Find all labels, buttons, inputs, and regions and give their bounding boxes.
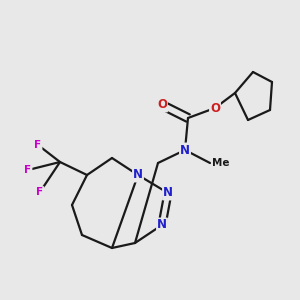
Text: O: O (157, 98, 167, 112)
Text: F: F (34, 140, 42, 150)
Text: F: F (24, 165, 32, 175)
Text: N: N (133, 169, 143, 182)
Text: O: O (210, 101, 220, 115)
Text: N: N (163, 187, 173, 200)
Text: N: N (157, 218, 167, 232)
Text: N: N (180, 143, 190, 157)
Text: F: F (36, 187, 43, 197)
Text: Me: Me (212, 158, 230, 168)
